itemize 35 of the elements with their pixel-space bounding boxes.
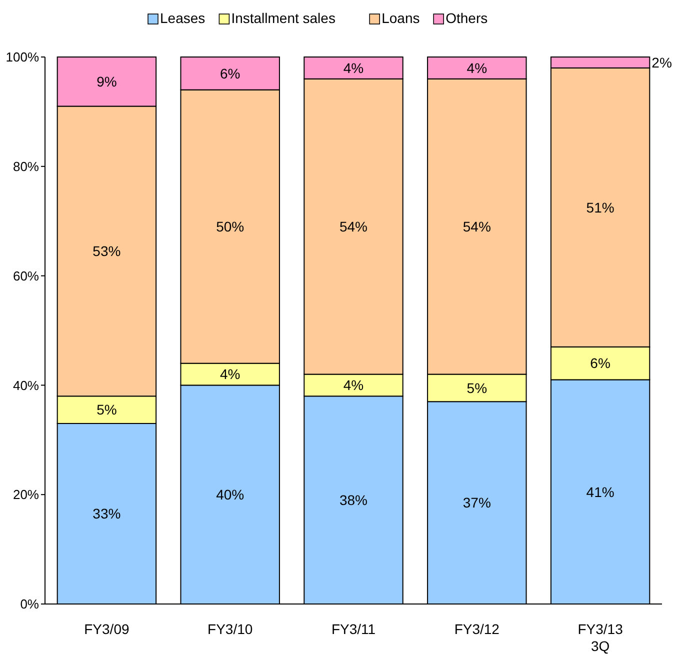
x-tick-label: FY3/12 [454,621,500,637]
y-tick-label: 40% [12,378,40,393]
data-label: 5% [96,402,117,418]
data-label: 2% [652,54,672,70]
data-label: 6% [590,355,610,372]
x-tick-label: FY3/11 [331,621,376,637]
data-label: 9% [96,74,117,90]
y-tick-label: 60% [12,268,40,284]
x-tick-label: FY3/13 3Q [578,621,624,654]
data-label: 6% [220,65,240,82]
legend-label: Loans [382,10,420,26]
data-label: 4% [220,366,240,382]
x-tick-label: FY3/10 [208,621,253,637]
data-label: 54% [462,218,491,234]
data-label: 33% [92,506,121,522]
data-label: 50% [216,218,244,234]
y-tick-label: 0% [20,596,40,612]
data-label: 41% [586,484,614,500]
data-label: 5% [466,380,488,396]
data-label: 37% [462,494,491,511]
y-tick-label: 20% [12,487,40,502]
data-label: 38% [339,492,368,508]
legend-label: Leases [160,10,206,26]
x-tick-label: FY3/09 [84,621,130,637]
data-label: 4% [343,60,364,76]
legend-label: Installment sales [231,10,336,26]
data-label: 40% [216,486,244,502]
y-tick-label: 80% [12,158,40,174]
data-label: 53% [92,243,121,260]
y-tick-label: 100% [6,50,40,65]
data-label: 4% [466,60,488,76]
legend-label: Others [446,10,488,26]
data-label: 51% [586,199,614,216]
data-label: 4% [343,377,364,394]
data-label: 54% [339,218,368,234]
